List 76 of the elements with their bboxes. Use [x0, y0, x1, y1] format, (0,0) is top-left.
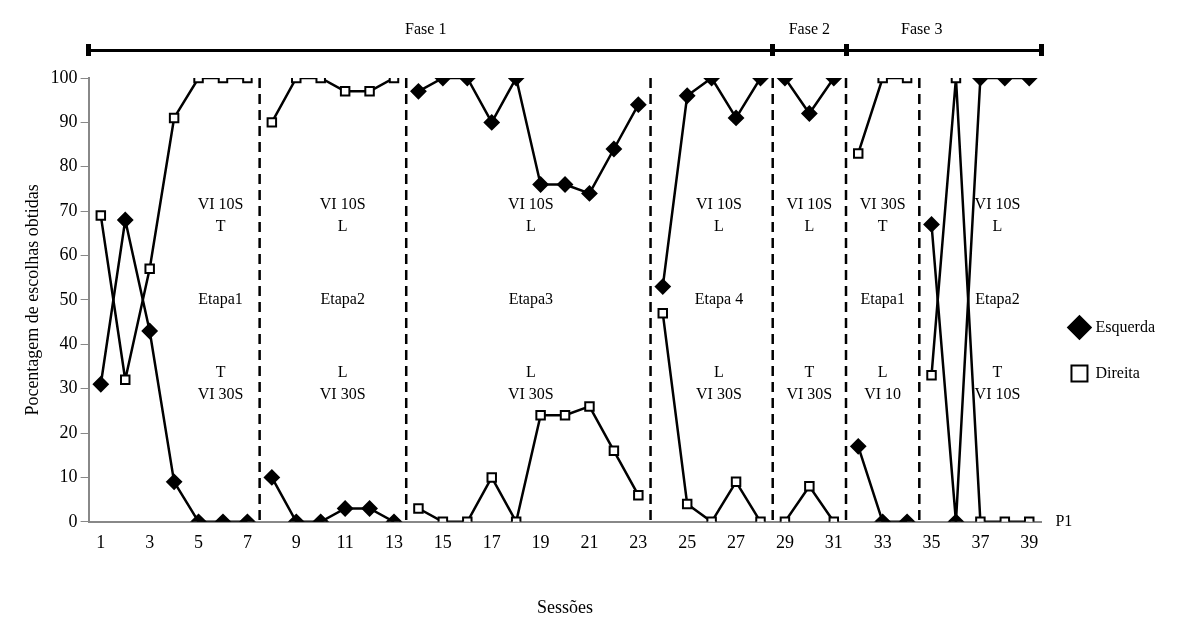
point — [532, 176, 549, 193]
y-tick-label: 30 — [59, 377, 78, 398]
y-tick-label: 80 — [59, 155, 78, 176]
y-tick-label: 20 — [59, 421, 78, 442]
annotation: L VI 30S — [319, 363, 366, 403]
x-tick-label: 21 — [580, 532, 599, 553]
annotation: VI 10S L — [974, 194, 1021, 234]
annotation: Etapa1 — [198, 290, 243, 309]
y-tick-label: 50 — [59, 288, 78, 309]
x-tick-label: 25 — [678, 532, 697, 553]
point — [92, 376, 109, 393]
point — [605, 141, 622, 158]
annotation: L VI 30S — [696, 363, 742, 403]
x-tick-label: 9 — [291, 532, 301, 553]
annotation: T VI 30S — [786, 363, 833, 403]
point — [581, 185, 598, 202]
annotation: L VI 30S — [507, 363, 554, 403]
x-tick-label: 17 — [482, 532, 501, 553]
x-tick-label: 35 — [922, 532, 941, 553]
y-tick-label: 10 — [59, 466, 78, 487]
x-tick-label: 11 — [336, 532, 354, 553]
point — [657, 307, 669, 319]
point — [144, 263, 155, 275]
x-tick-label: 37 — [971, 532, 990, 553]
x-tick-label: 15 — [433, 532, 452, 553]
annotation: VI 10S L — [696, 194, 742, 234]
text: Fase 2 — [788, 20, 831, 38]
text: Fase 1 — [405, 20, 447, 38]
x-tick-label: 27 — [727, 532, 746, 553]
point — [926, 370, 937, 381]
annotation: Etapa3 — [508, 290, 554, 309]
annotation: L VI 10 — [864, 363, 902, 403]
point — [535, 410, 546, 421]
x-tick-label: 5 — [194, 532, 204, 553]
x-tick-label: 29 — [775, 532, 794, 553]
point — [654, 278, 671, 295]
point — [584, 401, 595, 412]
text: P1 — [1055, 512, 1073, 529]
annotation: Etapa 4 — [694, 290, 744, 309]
annotation: Etapa1 — [860, 290, 905, 309]
annotation: VI 10S T — [197, 194, 244, 234]
legend-label: Esquerda — [1095, 317, 1155, 336]
y-axis-title: Pocentagem de escolhas obtidas — [21, 184, 42, 416]
annotation: Etapa2 — [975, 290, 1020, 309]
x-tick-label: 31 — [824, 532, 843, 553]
point — [141, 322, 158, 339]
x-axis-title: Sessões — [537, 596, 594, 617]
y-tick-label: 90 — [59, 111, 78, 132]
annotation: VI 30S T — [859, 194, 906, 234]
x-tick-label: 33 — [873, 532, 892, 553]
annotation: VI 10S L — [319, 194, 366, 234]
annotation: T VI 30S — [197, 363, 244, 403]
y-tick-label: 0 — [68, 510, 78, 531]
point — [557, 176, 574, 193]
x-tick-label: 19 — [531, 532, 550, 553]
x-tick-label: 1 — [96, 532, 106, 553]
y-tick-label: 70 — [59, 199, 78, 220]
point — [923, 216, 940, 233]
x-tick-label: 13 — [385, 532, 404, 553]
annotation: VI 10S L — [507, 194, 554, 234]
annotation: T VI 10S — [974, 363, 1021, 403]
x-tick-label: 7 — [242, 532, 252, 553]
point — [559, 410, 571, 421]
x-tick-label: 3 — [145, 532, 155, 553]
annotation: VI 10S L — [786, 194, 833, 234]
y-tick-label: 100 — [50, 66, 78, 87]
annotation: Etapa2 — [320, 290, 365, 309]
x-tick-label: 39 — [1020, 532, 1039, 553]
text: Fase 3 — [901, 20, 943, 38]
x-tick-label: 23 — [629, 532, 648, 553]
y-tick-label: 40 — [59, 333, 78, 354]
legend-label: Direita — [1095, 363, 1140, 381]
point — [117, 212, 134, 229]
point — [120, 374, 131, 386]
point — [95, 210, 107, 221]
y-tick-label: 60 — [59, 244, 78, 265]
